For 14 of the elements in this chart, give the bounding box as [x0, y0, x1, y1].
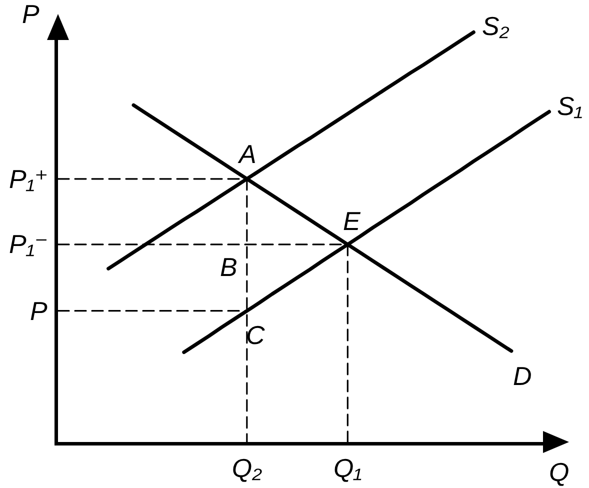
- series-label: S₂: [482, 11, 510, 41]
- annotation: B: [220, 252, 238, 282]
- x-tick-label: Q₁: [333, 452, 362, 483]
- x-axis-title: Q: [549, 457, 570, 487]
- annotation: A: [237, 139, 256, 169]
- series-label: P₁⁻: [9, 229, 48, 259]
- annotation: C: [246, 320, 265, 350]
- series-label: D: [513, 361, 532, 391]
- series-label: S₁: [557, 91, 583, 121]
- y-axis-title: P: [22, 0, 40, 29]
- series-label: P₁⁺: [9, 164, 48, 194]
- x-tick-label: Q₂: [232, 452, 262, 483]
- annotation: E: [343, 206, 361, 236]
- series-label: P: [30, 296, 48, 326]
